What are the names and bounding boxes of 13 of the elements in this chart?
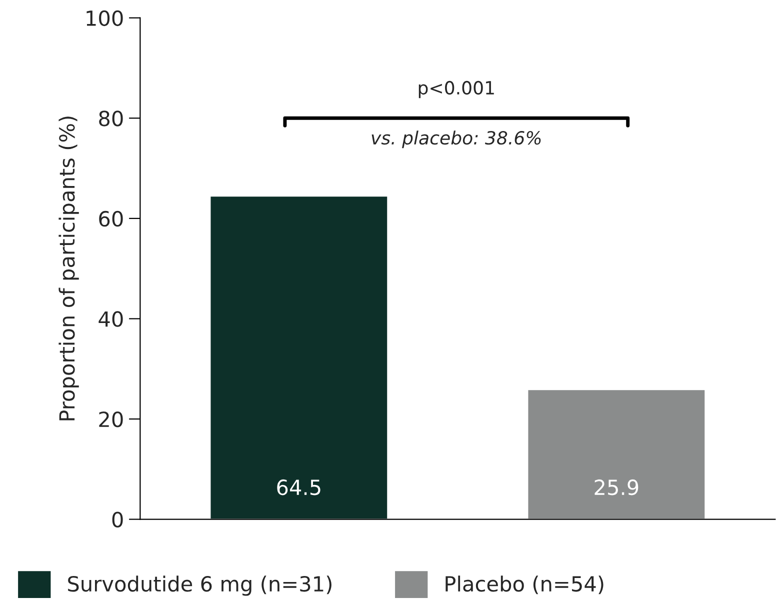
- data-label: 64.5: [277, 479, 320, 496]
- data-label: 25.9: [594, 479, 638, 496]
- y-tick-label: 100: [86, 10, 123, 26]
- legend-label: Survodutide 6 mg (n=31): [68, 576, 332, 596]
- y-axis-title: Proportion of participants (%): [58, 116, 79, 420]
- annotation: vs. placebo: 38.6%: [372, 130, 541, 148]
- annotation: p<0.001: [418, 80, 494, 98]
- y-tick-label: 40: [98, 311, 123, 327]
- y-tick-label: 0: [112, 512, 123, 528]
- y-tick-label: 80: [99, 110, 123, 126]
- legend-label: Placebo (n=54): [446, 576, 604, 594]
- y-tick-label: 60: [99, 210, 123, 227]
- y-tick-label: 20: [99, 411, 123, 428]
